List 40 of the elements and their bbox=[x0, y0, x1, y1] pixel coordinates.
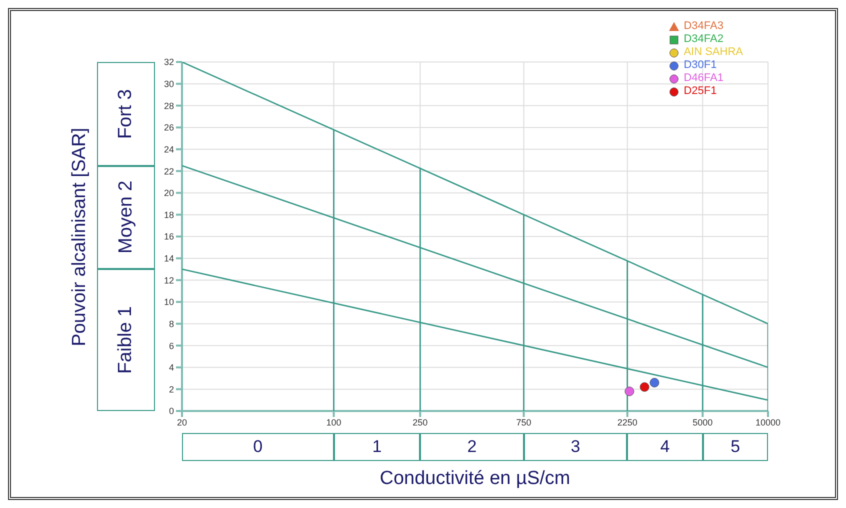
y-tick-label: 16 bbox=[164, 232, 174, 242]
text: Moyen 2 bbox=[115, 180, 137, 254]
legend-label: D34FA3 bbox=[684, 20, 724, 33]
text: 4 bbox=[627, 433, 703, 461]
legend-label: D25F1 bbox=[684, 85, 717, 98]
text: 5 bbox=[702, 433, 768, 461]
y-tick-label: 26 bbox=[164, 122, 174, 133]
y-tick-label: 22 bbox=[164, 166, 174, 176]
y-tick-label: 20 bbox=[164, 188, 174, 198]
x-tick-label: 100 bbox=[326, 417, 342, 428]
y-tick-label: 28 bbox=[164, 100, 174, 111]
y-tick-label: 18 bbox=[164, 210, 174, 220]
text: Fort 3 bbox=[115, 88, 137, 139]
legend-label: D30F1 bbox=[684, 59, 717, 72]
x-tick-label: 10000 bbox=[755, 417, 781, 428]
x-tick-label: 5000 bbox=[692, 417, 713, 428]
y-axis-title: Pouvoir alcalinisant [SAR] bbox=[69, 127, 91, 346]
y-tick-label: 10 bbox=[164, 297, 174, 308]
legend-label: D34FA2 bbox=[684, 33, 724, 46]
y-tick-label: 24 bbox=[164, 144, 174, 154]
y-tick-label: 4 bbox=[168, 362, 174, 373]
legend-label: D46FA1 bbox=[684, 72, 724, 85]
y-tick-label: 30 bbox=[164, 79, 174, 90]
y-tick-label: 0 bbox=[168, 406, 174, 416]
y-tick-label: 12 bbox=[164, 275, 174, 286]
text: 1 bbox=[334, 433, 420, 461]
y-tick-label: 6 bbox=[168, 340, 174, 351]
x-tick-label: 20 bbox=[176, 417, 188, 428]
legend-label: AIN SAHRA bbox=[684, 46, 743, 59]
text: 3 bbox=[524, 433, 628, 461]
x-tick-label: 750 bbox=[516, 417, 532, 428]
y-tick-label: 8 bbox=[168, 318, 174, 329]
x-axis-title: Conductivité en µS/cm bbox=[378, 468, 572, 490]
y-tick-label: 32 bbox=[164, 57, 174, 68]
x-tick-label: 250 bbox=[412, 417, 428, 428]
text: Faible 1 bbox=[115, 306, 137, 374]
x-tick-label: 2250 bbox=[617, 417, 638, 428]
text: 2 bbox=[420, 433, 524, 461]
y-tick-label: 2 bbox=[168, 384, 174, 394]
y-tick-label: 14 bbox=[164, 254, 174, 264]
